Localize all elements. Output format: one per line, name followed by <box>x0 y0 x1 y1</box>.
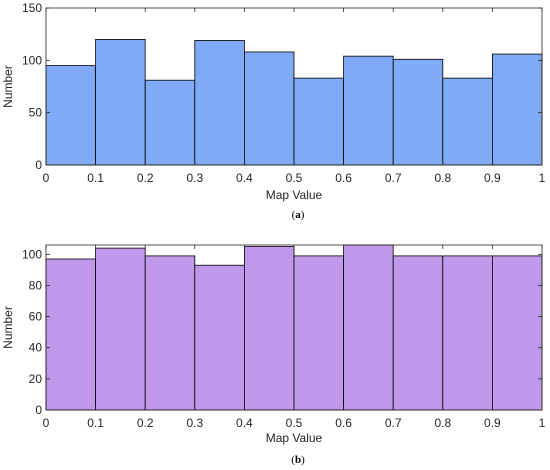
histogram-panel-b: 0 0.1 0.2 0.3 0.4 0.5 0.6 0.7 0.8 0.9 1 0 20 40 60 80 10… <box>1 244 546 466</box>
panel-caption-b: (b) <box>291 454 305 466</box>
x-tick-label: 0.6 <box>335 416 352 430</box>
x-axis-title: Map Value <box>266 431 323 445</box>
y-tick-label: 150 <box>22 1 42 15</box>
y-tick-label: 0 <box>35 403 42 417</box>
histogram-bar <box>293 77 344 166</box>
histogram-bar <box>442 255 493 411</box>
histogram-bar <box>194 264 245 411</box>
histogram-bar <box>95 39 146 166</box>
histogram-bar <box>144 255 196 411</box>
x-tick-label: 0 <box>43 171 50 185</box>
x-tick-label: 0.8 <box>434 171 451 185</box>
x-tick-label: 0.3 <box>186 416 203 430</box>
x-axis-title: Map Value <box>266 188 323 202</box>
panel-caption-a: (a) <box>292 209 305 221</box>
y-tick-label: 80 <box>29 278 43 292</box>
x-tick-label: 0 <box>43 416 50 430</box>
x-tick-label: 0.9 <box>484 171 501 185</box>
histogram-bar <box>392 58 444 166</box>
x-tick-label: 0.1 <box>87 171 104 185</box>
x-tick-label: 0.3 <box>186 171 203 185</box>
histogram-bar <box>343 55 394 166</box>
histogram-bar <box>491 53 543 166</box>
y-axis-title: Number <box>1 65 15 108</box>
histogram-bar <box>293 255 344 411</box>
x-tick-label: 0.7 <box>385 416 402 430</box>
y-tick-label: 50 <box>29 106 43 120</box>
histogram-bar <box>194 40 245 166</box>
y-tick-label: 40 <box>29 341 43 355</box>
histogram-bar <box>491 255 543 411</box>
y-tick-label: 20 <box>29 372 43 386</box>
histogram-bar <box>243 246 295 411</box>
x-tick-label: 0.8 <box>434 416 451 430</box>
histogram-bar <box>95 247 146 411</box>
x-tick-label: 0.5 <box>286 416 303 430</box>
y-tick-label: 100 <box>22 247 42 261</box>
histogram-bar <box>392 255 444 411</box>
histogram-bar <box>243 51 295 166</box>
histogram-panel-a: 0 0.1 0.2 0.3 0.4 0.5 0.6 0.7 0.8 0.9 1 0 50 100 150 Ma… <box>1 1 546 221</box>
x-tick-label: 0.4 <box>236 171 253 185</box>
x-tick-label: 0.2 <box>137 171 154 185</box>
x-tick-label: 1 <box>539 171 546 185</box>
histogram-bar <box>144 79 196 166</box>
histogram-bar <box>343 244 394 411</box>
x-tick-label: 0.7 <box>385 171 402 185</box>
x-tick-label: 0.5 <box>286 171 303 185</box>
y-axis-title: Number <box>1 306 15 349</box>
histogram-bar <box>45 258 96 411</box>
x-tick-label: 1 <box>539 416 546 430</box>
y-tick-label: 100 <box>22 53 42 67</box>
histogram-bar <box>442 77 493 166</box>
x-tick-label: 0.6 <box>335 171 352 185</box>
x-tick-label: 0.9 <box>484 416 501 430</box>
x-tick-label: 0.1 <box>87 416 104 430</box>
x-tick-label: 0.2 <box>137 416 154 430</box>
y-tick-label: 0 <box>35 158 42 172</box>
x-tick-label: 0.4 <box>236 416 253 430</box>
histogram-bar <box>45 65 96 166</box>
y-tick-label: 60 <box>29 310 43 324</box>
